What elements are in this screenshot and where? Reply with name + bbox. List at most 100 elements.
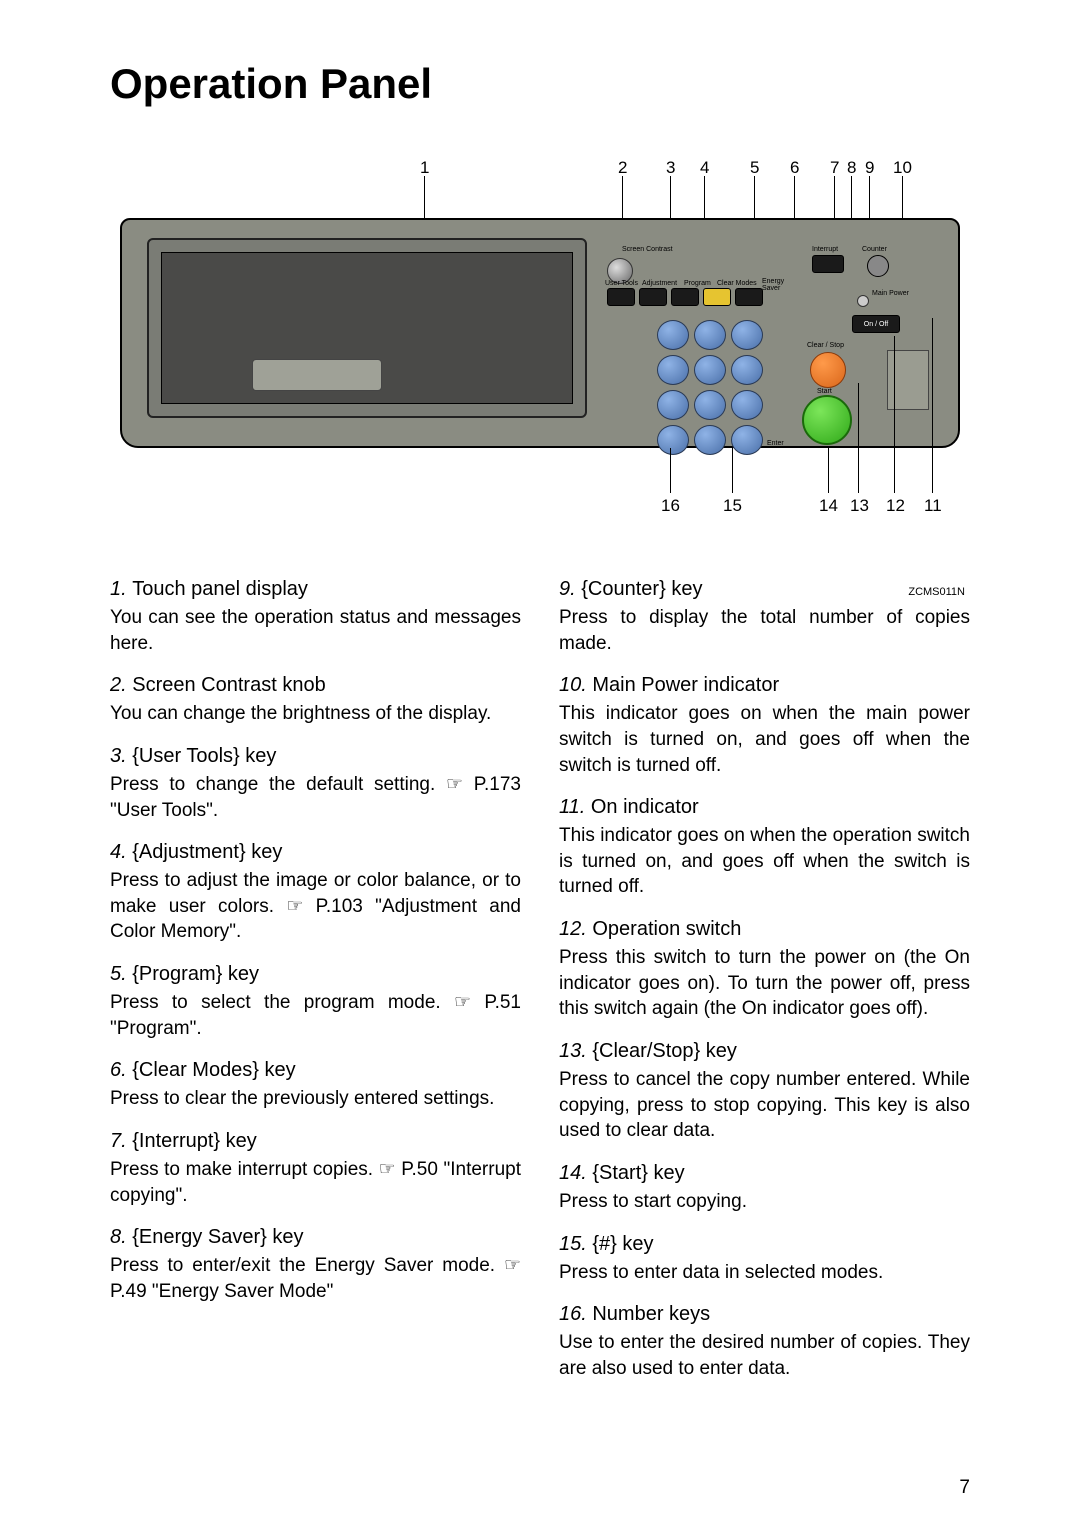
figure-code: ZCMS011N [908,586,965,598]
item-description: Press to start copying. [559,1189,970,1215]
num-key [731,320,763,350]
item-title: 6. {Clear Modes} key [110,1059,521,1082]
leader-line [670,448,671,493]
program-key [671,288,699,306]
item-title: 4. {Adjustment} key [110,841,521,864]
label-enter: Enter [767,440,784,447]
num-key [657,320,689,350]
item-title: 7. {Interrupt} key [110,1130,521,1153]
callout-1: 1 [420,158,429,178]
label-energy-saver: Energy Saver [762,278,792,292]
callout-14: 14 [819,496,838,516]
touch-display-inner [161,252,573,404]
callout-16: 16 [661,496,680,516]
label-screen-contrast: Screen Contrast [622,246,673,253]
leader-line [732,448,733,493]
item-title: 11. On indicator [559,796,970,819]
leader-line [894,336,895,493]
item-description: Press to enter data in selected modes. [559,1260,970,1286]
label-counter: Counter [862,246,887,253]
interrupt-key [812,255,844,273]
num-key [694,355,726,385]
left-column: 1. Touch panel displayYou can see the op… [110,578,521,1400]
label-interrupt: Interrupt [812,246,838,253]
label-main-power: Main Power [872,290,909,297]
num-key [694,425,726,455]
callout-5: 5 [750,158,759,178]
description-item: 10. Main Power indicator This indicator g… [559,674,970,778]
item-description: This indicator goes on when the main pow… [559,701,970,778]
descriptions: 1. Touch panel displayYou can see the op… [110,578,970,1400]
start-key [802,395,852,445]
user-tools-key [607,288,635,306]
callout-8: 8 [847,158,856,178]
item-title: 14. {Start} key [559,1162,970,1185]
callout-13: 13 [850,496,869,516]
description-item: 12. Operation switch Press this switch to… [559,918,970,1022]
item-title: 3. {User Tools} key [110,745,521,768]
operation-switch: On / Off [852,315,900,333]
main-power-indicator [857,295,869,307]
hash-key [731,425,763,455]
item-description: Press to select the program mode. ☞ P.51… [110,990,521,1041]
item-description: Press to clear the previously entered se… [110,1086,521,1112]
description-item: 2. Screen Contrast knob You can change th… [110,674,521,727]
clear-modes-key [703,288,731,306]
description-item: 11. On indicator This indicator goes on w… [559,796,970,900]
callout-6: 6 [790,158,799,178]
callout-15: 15 [723,496,742,516]
energy-saver-key [735,288,763,306]
item-description: Press to change the default setting. ☞ P… [110,772,521,823]
item-description: Press to enter/exit the Energy Saver mod… [110,1253,521,1304]
right-column: 9. {Counter} keyPress to display the tot… [559,578,970,1400]
description-item: 8. {Energy Saver} key Press to enter/exit… [110,1226,521,1304]
description-item: 5. {Program} key Press to select the prog… [110,963,521,1041]
item-title: 15. {#} key [559,1233,970,1256]
counter-key [867,255,889,277]
callout-11: 11 [924,496,942,516]
num-key [731,390,763,420]
item-title: 10. Main Power indicator [559,674,970,697]
adjustment-key [639,288,667,306]
callout-9: 9 [865,158,874,178]
item-title: 5. {Program} key [110,963,521,986]
description-item: 15. {#} key Press to enter data in select… [559,1233,970,1286]
item-description: Use to enter the desired number of copie… [559,1330,970,1381]
item-description: This indicator goes on when the operatio… [559,823,970,900]
label-clear-modes: Clear Modes [717,280,757,287]
num-key [657,425,689,455]
item-title: 1. Touch panel display [110,578,521,601]
leader-line [858,383,859,493]
item-title: 8. {Energy Saver} key [110,1226,521,1249]
touch-display [147,238,587,418]
description-item: 13. {Clear/Stop} keyPress to cancel the … [559,1040,970,1144]
item-description: Press to make interrupt copies. ☞ P.50 "… [110,1157,521,1208]
item-title: 16. Number keys [559,1303,970,1326]
operation-panel-diagram: 1 2 3 4 5 6 7 8 9 10 Screen Contrast Use… [110,158,970,538]
num-key [657,390,689,420]
num-key [694,390,726,420]
description-item: 3. {User Tools} key Press to change the d… [110,745,521,823]
callout-3: 3 [666,158,675,178]
clear-stop-key [810,352,846,388]
leader-line [828,448,829,493]
num-key [657,355,689,385]
item-description: Press to cancel the copy number entered.… [559,1067,970,1144]
num-key [694,320,726,350]
item-description: Press to display the total number of cop… [559,605,970,656]
item-description: Press this switch to turn the power on (… [559,945,970,1022]
item-title: 12. Operation switch [559,918,970,941]
leader-line [932,318,933,493]
callout-10: 10 [893,158,912,178]
item-title: 2. Screen Contrast knob [110,674,521,697]
number-keypad [657,320,763,455]
item-description: You can change the brightness of the dis… [110,701,521,727]
callout-12: 12 [886,496,905,516]
function-keys-row [607,288,763,306]
description-item: 1. Touch panel displayYou can see the op… [110,578,521,656]
label-user-tools: User Tools [605,280,638,287]
label-program: Program [684,280,711,287]
callout-4: 4 [700,158,709,178]
label-start: Start [817,388,832,395]
num-key [731,355,763,385]
